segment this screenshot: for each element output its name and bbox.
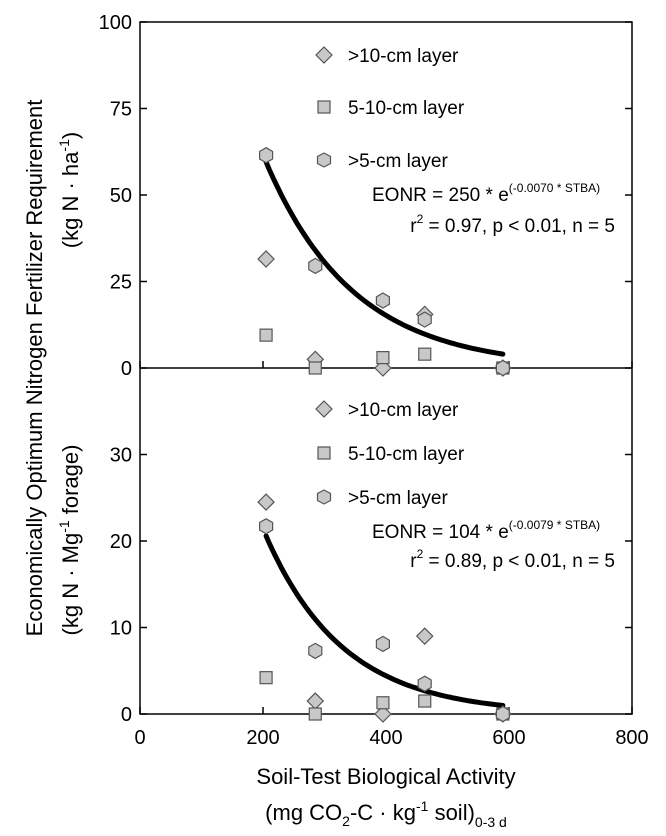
- legend-bottom-label-3: >5-cm layer: [348, 488, 448, 509]
- point-square: [308, 361, 322, 375]
- x-tick-label: 0: [134, 727, 145, 749]
- point-square: [376, 696, 390, 710]
- point-hexagon: [375, 292, 390, 309]
- y-bottom-unit-d: -1: [56, 520, 72, 533]
- equation-top: EONR = 250 * e(-0.0070 * STBA): [372, 181, 600, 206]
- legend-top: >10-cm layer 5-10-cm layer >5-cm layer: [315, 46, 465, 172]
- stats-top-rest: = 0.97, p < 0.01, n = 5: [423, 216, 615, 237]
- point-square: [259, 671, 273, 685]
- point-diamond: [374, 705, 392, 723]
- point-hexagon: [259, 518, 274, 535]
- x-unit-c: -C: [350, 800, 373, 825]
- legend-top-hexagon-marker: [316, 152, 332, 168]
- stats-bottom-r-sup: 2: [417, 547, 424, 561]
- point-hexagon: [375, 635, 390, 653]
- y-top-unit-a: (kg N: [58, 196, 83, 249]
- point-square: [308, 707, 322, 721]
- legend-bottom-label-2: 5-10-cm layer: [348, 444, 465, 465]
- y-axis-title-top-unit: (kg N · ha-1): [56, 132, 83, 248]
- x-tick-label: 800: [615, 727, 648, 749]
- y-axis-title-bottom-unit: (kg N · Mg-1 forage): [56, 445, 83, 636]
- point-square: [418, 694, 432, 708]
- y-bottom-unit-b: ·: [58, 563, 83, 583]
- y-bottom-unit-a: (kg N: [58, 583, 83, 636]
- point-diamond: [306, 692, 325, 710]
- stats-top-r-sup: 2: [417, 212, 424, 226]
- equation-bottom: EONR = 104 * e(-0.0079 * STBA): [372, 518, 600, 543]
- y-axis-title-main: Economically Optimum Nitrogen Fertilizer…: [22, 100, 47, 637]
- legend-bottom-label-1: >10-cm layer: [348, 400, 459, 421]
- equation-top-exponent: (-0.0070 * STBA): [509, 181, 600, 195]
- point-square: [418, 347, 432, 361]
- y-top-unit-b: ·: [58, 176, 83, 196]
- stats-bottom-rest: = 0.89, p < 0.01, n = 5: [423, 551, 615, 572]
- y-tick-label-top: 25: [110, 272, 132, 294]
- point-square: [259, 328, 273, 342]
- x-unit-f: -1: [416, 798, 429, 814]
- equation-bottom-main: EONR = 104 * e: [372, 522, 509, 543]
- equation-bottom-exponent: (-0.0079 * STBA): [509, 518, 600, 532]
- y-tick-label-top: 50: [110, 185, 132, 207]
- y-tick-label-bottom: 10: [110, 618, 132, 640]
- data-points: [257, 147, 512, 723]
- point-hexagon: [259, 147, 274, 164]
- legend-top-square-marker: [317, 100, 331, 114]
- x-unit-h: 0-3 d: [475, 814, 507, 830]
- fit-curves: [263, 159, 506, 708]
- point-hexagon: [308, 642, 323, 660]
- fit-curve-top: [263, 159, 506, 357]
- point-hexagon: [495, 705, 510, 723]
- x-tick-label: 400: [369, 727, 402, 749]
- stats-bottom: r2 = 0.89, p < 0.01, n = 5: [410, 547, 615, 572]
- point-hexagon: [495, 359, 510, 377]
- point-diamond: [257, 493, 275, 511]
- x-unit-g: soil): [428, 800, 474, 825]
- x-unit-b: 2: [342, 813, 350, 829]
- point-hexagon: [417, 311, 432, 328]
- y-bottom-unit-c: Mg: [58, 533, 83, 564]
- legend-bottom-diamond-marker: [315, 400, 333, 418]
- point-hexagon: [417, 675, 432, 692]
- point-diamond: [257, 250, 275, 268]
- x-unit-d: ·: [373, 800, 393, 825]
- y-tick-label-bottom: 0: [121, 704, 132, 726]
- y-top-unit-c: ha: [58, 151, 83, 176]
- x-tick-label: 200: [246, 727, 279, 749]
- equation-top-main: EONR = 250 * e: [372, 185, 509, 206]
- point-square: [376, 351, 390, 365]
- legend-top-label-3: >5-cm layer: [348, 151, 448, 172]
- stats-top-r: r: [410, 216, 417, 237]
- tick-labels: 0 25 50 75 100 0 10 20 30 0 200 400 600 800: [99, 12, 649, 749]
- y-tick-label-top: 75: [110, 99, 132, 121]
- stats-bottom-r: r: [410, 551, 417, 572]
- y-tick-label-bottom: 30: [110, 445, 132, 467]
- fit-curve-bottom: [263, 533, 506, 708]
- legend-bottom-hexagon-marker: [316, 489, 332, 505]
- legend-bottom: >10-cm layer 5-10-cm layer >5-cm layer: [315, 400, 465, 509]
- x-tick-label: 600: [492, 727, 525, 749]
- y-tick-label-bottom: 20: [110, 531, 132, 553]
- legend-top-label-1: >10-cm layer: [348, 46, 459, 67]
- y-tick-label-top: 0: [121, 358, 132, 380]
- legend-top-label-2: 5-10-cm layer: [348, 98, 465, 119]
- y-bottom-unit-e: forage): [58, 445, 83, 521]
- point-hexagon: [308, 257, 323, 275]
- x-unit-e: kg: [393, 800, 416, 825]
- stats-top: r2 = 0.97, p < 0.01, n = 5: [410, 212, 615, 237]
- point-diamond: [415, 627, 434, 645]
- legend-bottom-square-marker: [317, 446, 331, 460]
- y-top-unit-d: -1: [56, 139, 72, 152]
- x-axis-title-line2: (mg CO2-C · kg-1 soil)0-3 d: [265, 798, 507, 830]
- y-tick-label-top: 100: [99, 12, 132, 34]
- y-top-unit-e: ): [58, 132, 83, 139]
- x-unit-a: (mg CO: [265, 800, 342, 825]
- x-axis-title-line1: Soil-Test Biological Activity: [256, 764, 515, 789]
- legend-top-diamond-marker: [315, 46, 333, 64]
